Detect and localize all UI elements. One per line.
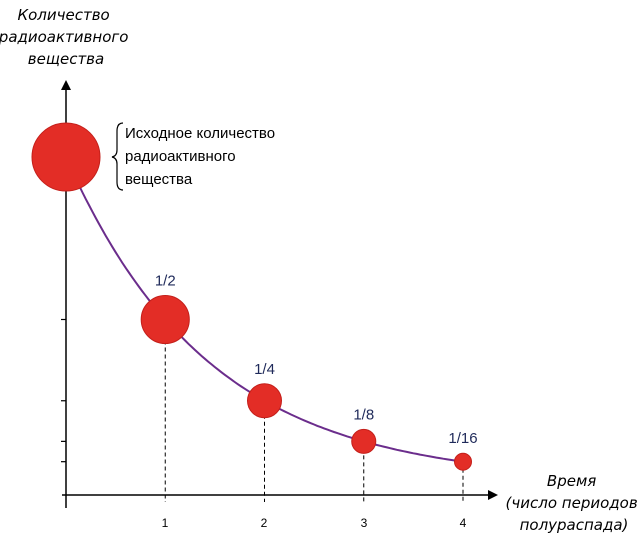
x-axis-title-line: полураспада) [520,516,629,534]
data-point [140,294,190,345]
data-point [351,428,377,454]
y-axis-title: Количество радиоактивного вещества [0,6,133,68]
x-tick-label: 3 [361,516,368,530]
x-tick-label: 4 [460,516,467,530]
note-line: Исходное количество [125,125,275,142]
data-point [247,383,282,419]
point-label: 1/2 [155,272,176,289]
y-axis-title-line: Количество [17,6,109,24]
x-axis-title-line: (число периодов [506,494,638,512]
y-axis-title-line: вещества [28,50,104,68]
data-point [31,122,101,192]
x-axis-title-line: Время [547,472,596,490]
x-axis-title: Время (число периодов полураспада) [506,472,638,534]
note-line: радиоактивного [125,148,236,165]
point-label: 1/16 [448,430,477,447]
point-label: 1/4 [254,361,275,378]
annotation-brace [111,122,124,191]
x-tick-label: 1 [162,516,169,530]
y-axis-title-line: радиоактивного [0,28,128,46]
data-point [454,452,472,471]
x-tick-label: 2 [261,516,268,530]
initial-amount-note: Исходное количество радиоактивного вещес… [125,125,279,188]
chart-marks: 1/2 1/4 1/8 1/16 [31,122,478,502]
point-label: 1/8 [353,406,374,423]
note-line: вещества [125,171,193,188]
